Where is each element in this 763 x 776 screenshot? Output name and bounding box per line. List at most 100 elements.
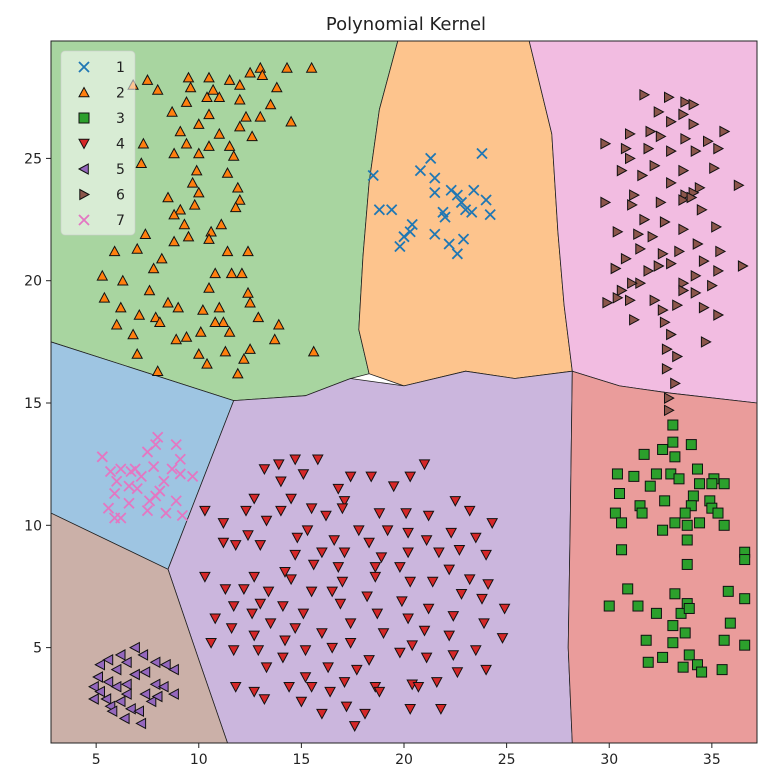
point-class-4: [377, 628, 390, 639]
y-tick-label: 25: [24, 151, 42, 167]
point-class-1: [386, 204, 398, 216]
point-class-2: [233, 120, 246, 132]
point-class-2: [219, 345, 232, 357]
point-class-6: [659, 316, 671, 329]
point-class-4: [297, 608, 310, 620]
point-class-4: [205, 638, 217, 649]
point-class-4: [359, 708, 371, 720]
point-class-1: [414, 165, 427, 177]
point-class-2: [192, 118, 205, 129]
point-class-4: [348, 721, 361, 732]
point-class-2: [182, 71, 195, 83]
point-class-3: [638, 448, 650, 460]
point-class-7: [123, 480, 135, 492]
point-class-2: [285, 115, 297, 127]
point-class-3: [669, 451, 681, 463]
point-class-2: [127, 328, 139, 340]
point-class-7: [108, 512, 121, 524]
point-class-6: [600, 137, 612, 150]
point-class-7: [160, 507, 172, 519]
point-class-2: [244, 296, 256, 308]
point-class-4: [498, 603, 511, 615]
x-tick-label: 15: [292, 752, 310, 768]
y-tick-label: 10: [24, 518, 42, 534]
point-class-1: [459, 204, 472, 216]
point-class-6: [678, 284, 690, 297]
point-class-4: [322, 662, 334, 674]
point-class-4: [336, 576, 349, 588]
point-class-4: [305, 503, 318, 515]
point-class-2: [203, 71, 215, 83]
point-class-4: [285, 574, 297, 586]
point-class-3: [681, 534, 693, 546]
legend-label: 5: [116, 162, 125, 178]
point-class-6: [661, 362, 673, 375]
point-class-4: [469, 645, 482, 657]
point-class-4: [199, 571, 211, 583]
legend-marker-7: [78, 214, 90, 226]
point-class-4: [326, 586, 339, 598]
point-class-2: [217, 316, 230, 327]
point-class-5: [133, 705, 144, 718]
point-class-2: [192, 348, 205, 359]
point-class-3: [706, 478, 718, 490]
point-class-6: [678, 223, 690, 236]
point-class-2: [139, 228, 152, 239]
point-class-2: [203, 281, 215, 293]
point-class-4: [229, 540, 242, 551]
legend-marker-6: [79, 188, 91, 201]
point-class-2: [116, 274, 129, 286]
chart-title: Polynomial Kernel: [326, 14, 486, 35]
point-class-2: [231, 367, 244, 379]
point-class-6: [674, 245, 686, 258]
point-class-4: [469, 532, 482, 544]
point-class-7: [96, 451, 108, 463]
point-class-1: [457, 233, 470, 245]
point-class-2: [268, 333, 281, 345]
point-class-2: [244, 343, 256, 354]
point-class-6: [664, 404, 675, 417]
point-class-5: [168, 688, 179, 700]
point-class-2: [110, 318, 123, 330]
legend-marker-4: [78, 138, 90, 150]
point-class-4: [332, 483, 345, 495]
point-class-4: [404, 471, 417, 483]
point-class-2: [233, 193, 246, 205]
point-class-2: [242, 286, 254, 298]
x-tick-label: 35: [703, 752, 721, 768]
point-class-2: [223, 74, 236, 85]
point-class-4: [326, 642, 339, 654]
y-axis: 5 10 15 20 25: [24, 151, 51, 657]
point-class-4: [412, 682, 425, 693]
point-class-4: [336, 503, 349, 515]
point-class-4: [217, 518, 230, 529]
point-class-6: [672, 350, 684, 363]
point-class-6: [666, 257, 677, 270]
y-tick-label: 20: [24, 274, 42, 290]
point-class-4: [260, 515, 273, 527]
point-class-6: [678, 194, 690, 206]
point-class-4: [324, 686, 336, 698]
point-class-3: [669, 517, 681, 529]
point-class-3: [679, 627, 691, 639]
point-class-4: [248, 571, 261, 583]
point-class-2: [192, 147, 205, 159]
point-class-3: [650, 468, 662, 480]
point-class-4: [387, 481, 400, 493]
point-class-4: [275, 505, 287, 517]
point-class-4: [283, 682, 295, 693]
point-class-3: [691, 463, 703, 475]
point-class-5: [149, 678, 161, 691]
point-class-2: [223, 140, 236, 151]
point-class-7: [158, 475, 170, 487]
point-class-4: [478, 618, 490, 630]
point-class-4: [299, 645, 312, 657]
point-class-4: [289, 454, 302, 466]
point-class-4: [275, 476, 287, 488]
point-class-3: [681, 519, 693, 531]
point-class-7: [141, 446, 154, 458]
point-class-4: [238, 584, 250, 595]
point-class-6: [696, 203, 708, 216]
legend-marker-5: [77, 163, 89, 175]
point-class-6: [711, 221, 723, 233]
